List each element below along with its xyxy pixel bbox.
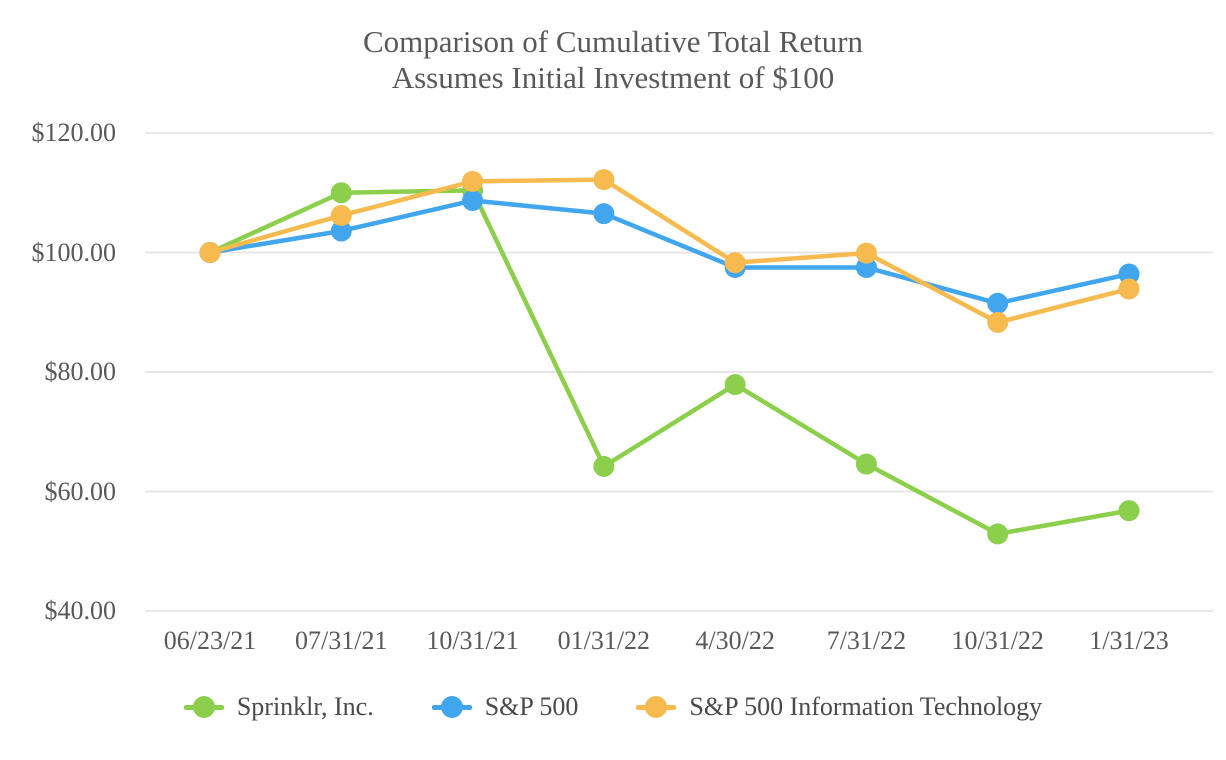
legend-dot-icon	[645, 696, 668, 718]
data-point	[987, 523, 1009, 545]
legend-dot-icon	[440, 696, 463, 718]
x-tick-label: 01/31/22	[557, 626, 651, 655]
data-point	[987, 311, 1009, 333]
data-point	[593, 169, 615, 191]
data-point	[1118, 278, 1140, 300]
legend-marker-icon	[183, 695, 224, 719]
data-point	[330, 182, 352, 204]
data-point	[330, 220, 352, 242]
chart-title: Comparison of Cumulative Total Return As…	[0, 24, 1226, 96]
chart-title-line1: Comparison of Cumulative Total Return	[362, 24, 864, 59]
data-point	[1118, 500, 1140, 522]
data-point	[462, 170, 484, 192]
data-point	[462, 190, 484, 212]
series-line-2	[207, 177, 1132, 325]
legend-item-1: S&P 500	[431, 691, 579, 723]
data-point	[593, 203, 615, 225]
chart-legend: Sprinklr, Inc. S&P 500 S&P 500 Information…	[0, 689, 1226, 725]
x-tick-label: 10/31/22	[951, 626, 1044, 655]
y-tick-label: $60.00	[44, 476, 117, 506]
legend-item-0: Sprinklr, Inc.	[183, 691, 374, 723]
x-tick-label: 7/31/22	[826, 626, 907, 655]
data-point	[593, 455, 615, 477]
series-line-1	[207, 198, 1132, 306]
legend-label: Sprinklr, Inc.	[236, 692, 374, 721]
y-tick-label: $80.00	[44, 357, 117, 386]
data-point	[855, 453, 877, 475]
data-point	[987, 292, 1009, 314]
legend-label: S&P 500	[484, 692, 579, 721]
x-tick-label: 07/31/21	[295, 626, 388, 655]
chart-title-line2: Assumes Initial Investment of $100	[391, 60, 835, 95]
data-point	[724, 374, 746, 396]
x-tick-label: 10/31/21	[426, 626, 519, 655]
x-tick-label: 06/23/21	[163, 626, 257, 655]
data-point	[330, 204, 352, 226]
data-point	[855, 242, 877, 264]
series-line-0	[207, 188, 1132, 537]
y-tick-label: $100.00	[31, 237, 117, 267]
y-tick-label: $120.00	[31, 118, 117, 147]
data-point	[1118, 263, 1140, 285]
legend-marker-icon	[636, 695, 677, 719]
legend-label: S&P 500 Information Technology	[689, 692, 1043, 721]
legend-item-2: S&P 500 Information Technology	[636, 691, 1042, 723]
y-tick-label: $40.00	[44, 596, 117, 625]
x-tick-label: 4/30/22	[695, 626, 775, 655]
x-tick-label: 1/31/23	[1089, 626, 1169, 655]
legend-marker-icon	[431, 695, 472, 719]
data-point	[199, 242, 221, 263]
data-point	[724, 252, 746, 274]
legend-dot-icon	[192, 696, 215, 718]
